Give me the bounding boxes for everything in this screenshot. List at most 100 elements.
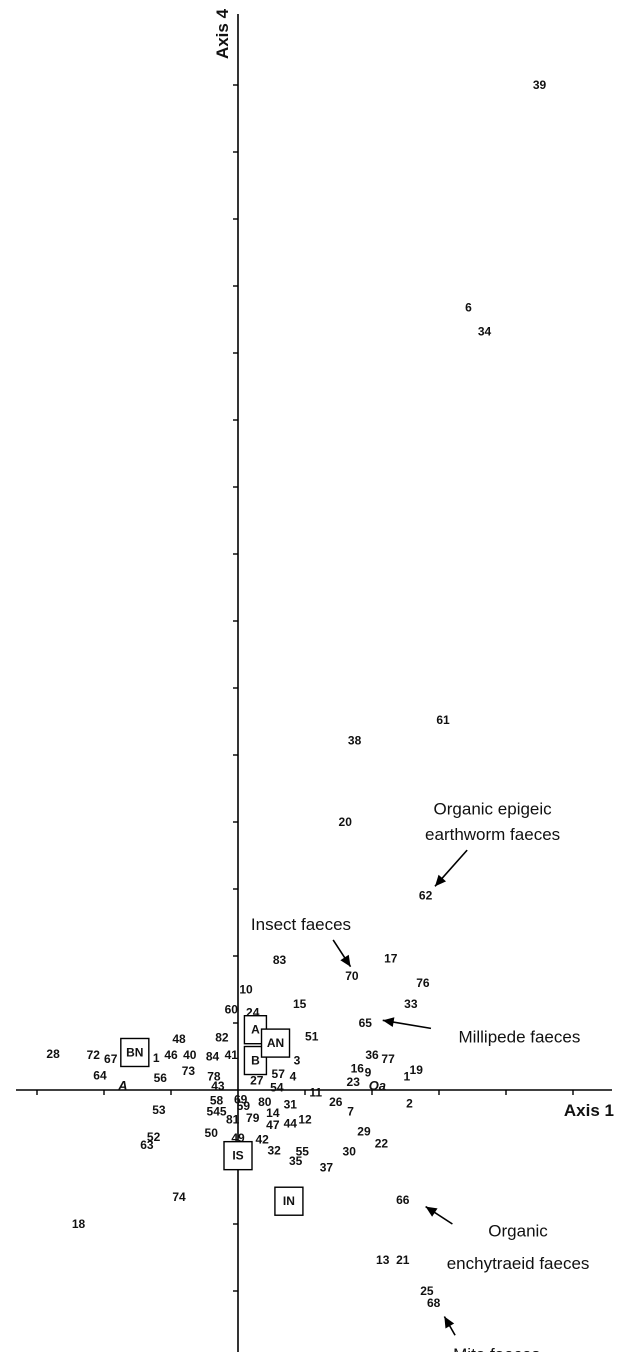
data-point: 35 xyxy=(289,1154,303,1168)
data-point: 65 xyxy=(359,1016,373,1030)
annotation-text: enchytraeid faeces xyxy=(447,1254,590,1273)
data-point: 9 xyxy=(365,1066,372,1080)
data-point: 47 xyxy=(266,1118,280,1132)
data-point: 23 xyxy=(347,1075,361,1089)
data-point: 33 xyxy=(404,997,418,1011)
centroid-label: B xyxy=(251,1054,260,1068)
data-point: 57 xyxy=(272,1067,286,1081)
data-point: 12 xyxy=(298,1112,312,1126)
data-point: 79 xyxy=(246,1111,260,1125)
data-point: 545 xyxy=(207,1104,227,1118)
data-point: 1 xyxy=(153,1051,160,1065)
annotation-text: Mite faeces xyxy=(453,1345,540,1352)
centroid-label: BN xyxy=(126,1045,143,1059)
data-point: 28 xyxy=(46,1047,60,1061)
data-point: 34 xyxy=(478,325,492,339)
annotation-text: Organic epigeic xyxy=(434,800,553,819)
data-point: 76 xyxy=(416,976,430,990)
data-point: 42 xyxy=(255,1133,269,1147)
data-point: 64 xyxy=(93,1068,107,1082)
data-point: 41 xyxy=(225,1048,239,1062)
centroid-box xyxy=(223,1140,253,1171)
data-point: 18 xyxy=(72,1217,86,1231)
data-point: 20 xyxy=(339,815,353,829)
data-point: 62 xyxy=(419,889,433,903)
data-point: 13 xyxy=(376,1253,390,1267)
data-point: 3 xyxy=(294,1054,301,1068)
annotation-arrows xyxy=(332,849,468,1336)
data-point: 37 xyxy=(320,1161,334,1175)
annotation-text: Insect faeces xyxy=(251,915,351,934)
data-point: 32 xyxy=(268,1143,282,1157)
data-point: 1 xyxy=(403,1070,410,1084)
data-point: 27 xyxy=(250,1074,264,1088)
data-point: 11 xyxy=(309,1086,322,1100)
data-point: 55 xyxy=(296,1145,310,1159)
data-point: 48 xyxy=(172,1032,186,1046)
data-point: 2 xyxy=(406,1096,413,1110)
data-point: 31 xyxy=(284,1098,298,1112)
data-point: 59 xyxy=(237,1099,251,1113)
data-point: 84 xyxy=(206,1050,220,1064)
data-point: 51 xyxy=(305,1029,319,1043)
data-point: 81 xyxy=(226,1112,240,1126)
centroid-label: A xyxy=(251,1023,260,1037)
data-point: 6 xyxy=(465,300,472,314)
data-point: 30 xyxy=(343,1145,357,1159)
data-point: 80 xyxy=(258,1095,272,1109)
centroid-box xyxy=(120,1037,150,1068)
data-point: 83 xyxy=(273,953,287,967)
data-point: 70 xyxy=(345,969,359,983)
data-point: 15 xyxy=(293,997,307,1011)
data-point: 7 xyxy=(347,1104,354,1118)
arrow-head xyxy=(340,954,351,967)
data-point: 74 xyxy=(172,1190,186,1204)
annotation-text: Millipede faeces xyxy=(458,1027,580,1046)
centroid-box xyxy=(260,1028,291,1058)
data-point: 54 xyxy=(270,1080,284,1094)
axis-ticks xyxy=(36,84,574,1292)
arrow-head xyxy=(444,1316,455,1329)
annotation-text: earthworm faeces xyxy=(425,825,560,844)
data-point: 17 xyxy=(384,952,398,966)
data-point: 56 xyxy=(154,1071,168,1085)
data-point: 66 xyxy=(396,1193,410,1207)
data-point: 46 xyxy=(164,1048,178,1062)
data-point: 72 xyxy=(87,1048,101,1062)
data-point: 44 xyxy=(284,1117,298,1131)
annotation-text: Organic xyxy=(488,1222,548,1241)
horizon-label: Oa xyxy=(369,1078,386,1093)
arrow-head xyxy=(425,1206,438,1217)
data-point: 82 xyxy=(215,1031,229,1045)
data-point: 73 xyxy=(182,1064,196,1078)
data-point: 26 xyxy=(329,1095,343,1109)
group-centroid-boxes: BN A B AN IS IN xyxy=(120,1015,304,1216)
data-point: 78 xyxy=(207,1070,221,1084)
data-point: 40 xyxy=(183,1048,197,1062)
centroid-label: IS xyxy=(232,1149,243,1163)
data-point: 38 xyxy=(348,733,362,747)
y-axis-label: Axis 4 xyxy=(213,8,232,59)
data-point: 53 xyxy=(152,1103,166,1117)
data-point: 67 xyxy=(104,1052,118,1066)
data-point: 14 xyxy=(266,1106,280,1120)
data-point: 63 xyxy=(140,1138,154,1152)
data-point: 52 xyxy=(147,1130,161,1144)
centroid-box xyxy=(274,1186,304,1216)
data-point: 19 xyxy=(410,1063,424,1077)
x-axis-label: Axis 1 xyxy=(564,1101,614,1120)
data-point: 68 xyxy=(427,1296,441,1310)
data-point: 58 xyxy=(210,1094,224,1108)
data-point: 43 xyxy=(211,1079,225,1093)
data-point: 10 xyxy=(239,983,253,997)
annotations: Organic epigeic earthworm faeces Insect fa… xyxy=(251,800,590,1352)
data-point: 61 xyxy=(436,713,450,727)
horizon-label: A xyxy=(117,1078,127,1093)
data-point: 29 xyxy=(357,1125,371,1139)
data-point: 4 xyxy=(290,1070,297,1084)
data-point: 25 xyxy=(420,1284,434,1298)
data-point: 16 xyxy=(351,1062,365,1076)
data-point: 50 xyxy=(205,1126,219,1140)
